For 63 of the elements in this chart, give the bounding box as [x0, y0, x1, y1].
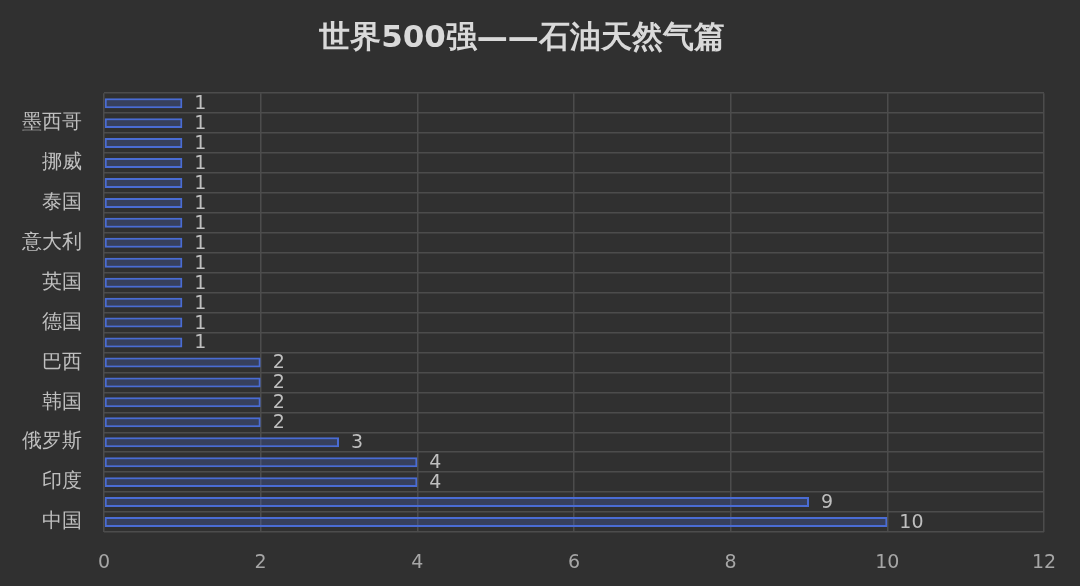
x-tick-label: 8	[724, 550, 737, 573]
x-tick-label: 0	[97, 550, 111, 573]
x-tick-label: 4	[411, 550, 424, 573]
bar	[104, 158, 183, 168]
bar	[104, 177, 183, 188]
y-tick-label: 韩国	[42, 388, 82, 413]
data-label: 4	[429, 470, 442, 493]
bar	[104, 317, 183, 328]
y-tick-label: 挪威	[42, 149, 82, 174]
data-label: 1	[194, 230, 207, 253]
bar	[104, 517, 888, 528]
bar	[104, 377, 261, 388]
y-tick-label: 英国	[42, 268, 82, 293]
x-tick-label: 2	[254, 550, 267, 573]
data-label: 1	[194, 170, 207, 193]
bar	[104, 337, 183, 348]
y-tick-label: 印度	[42, 468, 82, 493]
bar	[104, 397, 261, 408]
bar	[104, 477, 418, 488]
y-tick-label: 巴西	[42, 348, 82, 373]
y-tick-label: 意大利	[21, 228, 82, 253]
data-label: 1	[194, 290, 207, 313]
y-tick-label: 德国	[42, 308, 82, 333]
data-label: 1	[194, 91, 207, 114]
bar	[104, 277, 183, 288]
data-label: 1	[194, 330, 207, 353]
data-label: 9	[821, 490, 834, 513]
bar	[104, 138, 183, 149]
bar	[104, 357, 261, 368]
data-label: 1	[194, 250, 207, 273]
y-tick-label: 中国	[42, 508, 82, 533]
data-label: 1	[194, 131, 207, 153]
data-label: 10	[899, 509, 924, 532]
data-label: 1	[194, 310, 207, 333]
x-tick-label: 10	[875, 550, 900, 573]
data-label: 2	[272, 390, 285, 413]
data-label: 1	[194, 270, 207, 293]
bar	[104, 437, 339, 448]
bar	[104, 417, 261, 428]
bar	[104, 237, 183, 248]
bar	[104, 217, 183, 228]
data-label: 1	[194, 150, 207, 173]
bar	[104, 118, 183, 129]
data-label: 2	[272, 410, 285, 433]
y-tick-label: 俄罗斯	[22, 428, 82, 453]
data-label: 4	[429, 450, 442, 473]
data-label: 3	[351, 430, 364, 453]
data-label: 2	[272, 350, 285, 373]
bar	[104, 98, 183, 109]
x-tick-label: 12	[1031, 550, 1057, 573]
data-label: 1	[194, 210, 207, 233]
data-label: 1	[194, 190, 207, 213]
bar	[104, 457, 418, 468]
y-tick-label: 墨西哥	[22, 109, 82, 134]
bar	[104, 257, 183, 268]
x-tick-label: 6	[567, 550, 581, 573]
chart-title: 世界500强——石油天然气篇	[318, 17, 725, 54]
bar	[104, 197, 183, 208]
bar	[104, 297, 183, 308]
data-label: 2	[272, 370, 285, 393]
data-label: 1	[194, 111, 207, 134]
y-tick-label: 泰国	[42, 189, 82, 214]
bar	[104, 497, 809, 508]
